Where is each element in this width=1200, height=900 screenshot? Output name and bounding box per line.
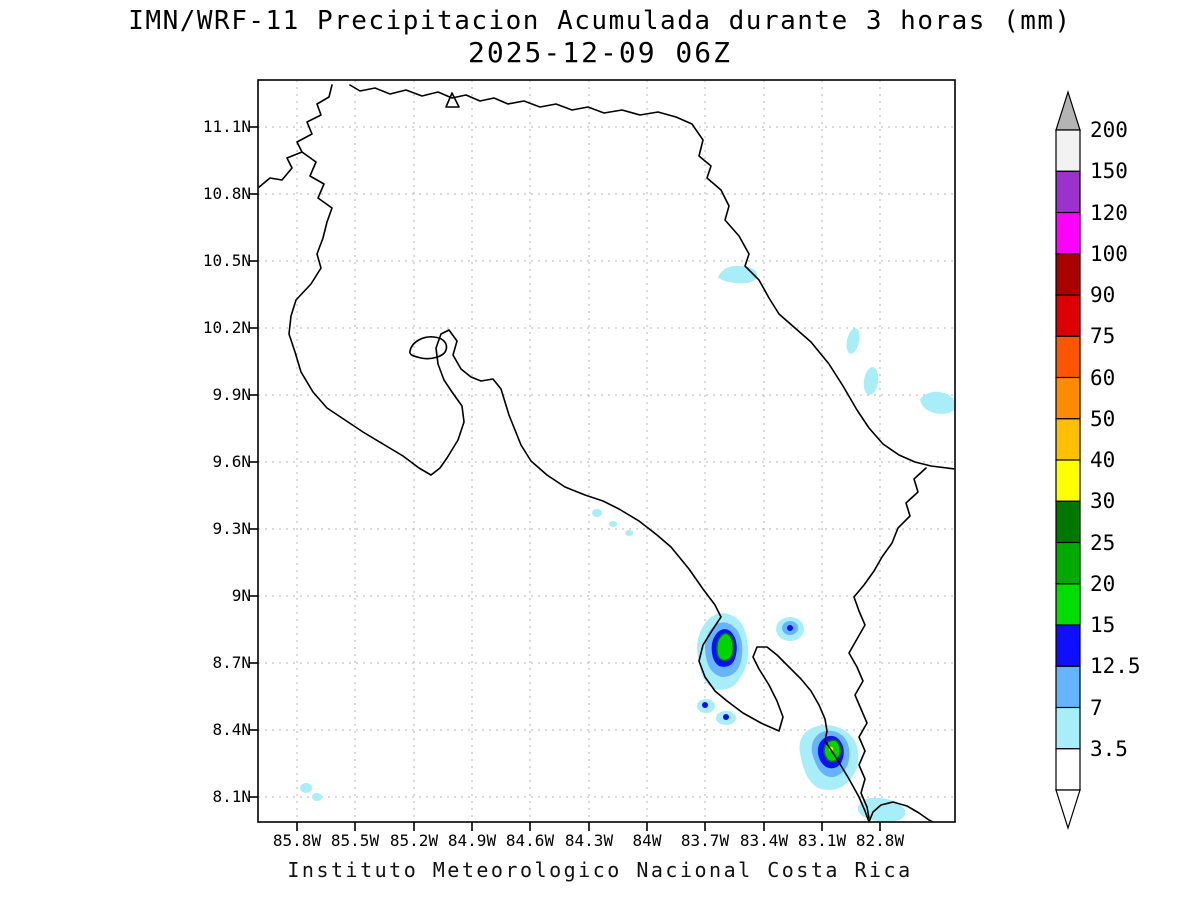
lat-label: 8.1N (212, 787, 251, 806)
chart-title: IMN/WRF-11 Precipitacion Acumulada duran… (128, 6, 1072, 36)
lon-label: 85.8W (273, 831, 322, 850)
footer-credit: Instituto Meteorologico Nacional Costa R… (287, 858, 913, 882)
colorbar-segment (1055, 748, 1081, 791)
colorbar-segment (1055, 459, 1081, 502)
colorbar-segment (1055, 541, 1081, 585)
colorbar-segment (1055, 170, 1081, 214)
colorbar-segment (1055, 376, 1081, 420)
colorbar-label: 12.5 (1090, 654, 1141, 678)
colorbar-segment (1055, 665, 1081, 709)
colorbar: 200 150 120 100 90 75 60 50 40 30 25 20 … (1055, 90, 1141, 830)
lon-label: 84W (633, 831, 662, 850)
colorbar-segment (1055, 253, 1081, 296)
colorbar-label: 120 (1090, 201, 1128, 225)
colorbar-label: 40 (1090, 448, 1115, 472)
lat-label: 9.3N (212, 519, 251, 538)
colorbar-segment (1055, 129, 1081, 172)
burica-panama-coast (868, 801, 934, 822)
pacific-coast (288, 151, 870, 822)
colorbar-label: 100 (1090, 242, 1128, 266)
colorbar-label: 200 (1090, 118, 1128, 142)
colorbar-segment (1055, 335, 1081, 379)
colorbar-arrow-bottom (1055, 789, 1081, 830)
colorbar-label: 25 (1090, 531, 1115, 555)
lon-label: 84.6W (506, 831, 555, 850)
colorbar-segment (1055, 500, 1081, 544)
plot-frame (257, 79, 956, 823)
colorbar-segment (1055, 706, 1081, 750)
lat-label: 10.5N (203, 251, 251, 270)
lon-label: 84.3W (565, 831, 614, 850)
lat-label: 9.6N (212, 452, 251, 471)
lake-island-triangle (445, 92, 460, 108)
lon-label: 82.8W (856, 831, 905, 850)
lon-label: 83.4W (740, 831, 789, 850)
colorbar-label: 90 (1090, 283, 1115, 307)
lat-label: 8.7N (212, 653, 251, 672)
nicaragua-pacific-coast (258, 84, 333, 189)
lat-label: 10.2N (203, 318, 251, 337)
costa-rica-coastline (258, 84, 955, 822)
lat-label: 9.9N (212, 385, 251, 404)
lon-label: 85.5W (331, 831, 380, 850)
panama-border (848, 467, 927, 819)
colorbar-segment (1055, 211, 1081, 255)
precipitation-shading (300, 265, 955, 822)
colorbar-segment (1055, 624, 1081, 667)
colorbar-label: 15 (1090, 613, 1115, 637)
lon-label: 85.2W (390, 831, 439, 850)
lon-axis: 85.8W 85.5W 85.2W 84.9W 84.6W 84.3W 84W … (273, 831, 905, 850)
axis-ticks (249, 126, 881, 831)
lake-nicaragua-and-caribbean-coast (349, 84, 955, 470)
colorbar-segment (1055, 418, 1081, 461)
colorbar-label: 150 (1090, 159, 1128, 183)
colorbar-segment (1055, 583, 1081, 626)
lon-label: 84.9W (448, 831, 497, 850)
colorbar-label: 20 (1090, 572, 1115, 596)
lon-label: 83.7W (681, 831, 730, 850)
chart-datetime: 2025-12-09 06Z (467, 36, 732, 69)
colorbar-segment (1055, 294, 1081, 337)
lat-label: 9N (232, 586, 251, 605)
lat-label: 11.1N (203, 117, 251, 136)
colorbar-label: 7 (1090, 696, 1103, 720)
lon-label: 83.1W (798, 831, 847, 850)
colorbar-label: 50 (1090, 407, 1115, 431)
colorbar-label: 60 (1090, 366, 1115, 390)
colorbar-arrow-top (1055, 90, 1081, 131)
colorbar-label: 75 (1090, 324, 1115, 348)
colorbar-label: 3.5 (1090, 737, 1128, 761)
grid-lines (258, 80, 955, 822)
lat-label: 8.4N (212, 720, 251, 739)
lat-label: 10.8N (203, 184, 251, 203)
isla-chira-outline (409, 336, 448, 360)
colorbar-label: 30 (1090, 489, 1115, 513)
lat-axis: 11.1N 10.8N 10.5N 10.2N 9.9N 9.6N 9.3N 9… (203, 117, 251, 806)
